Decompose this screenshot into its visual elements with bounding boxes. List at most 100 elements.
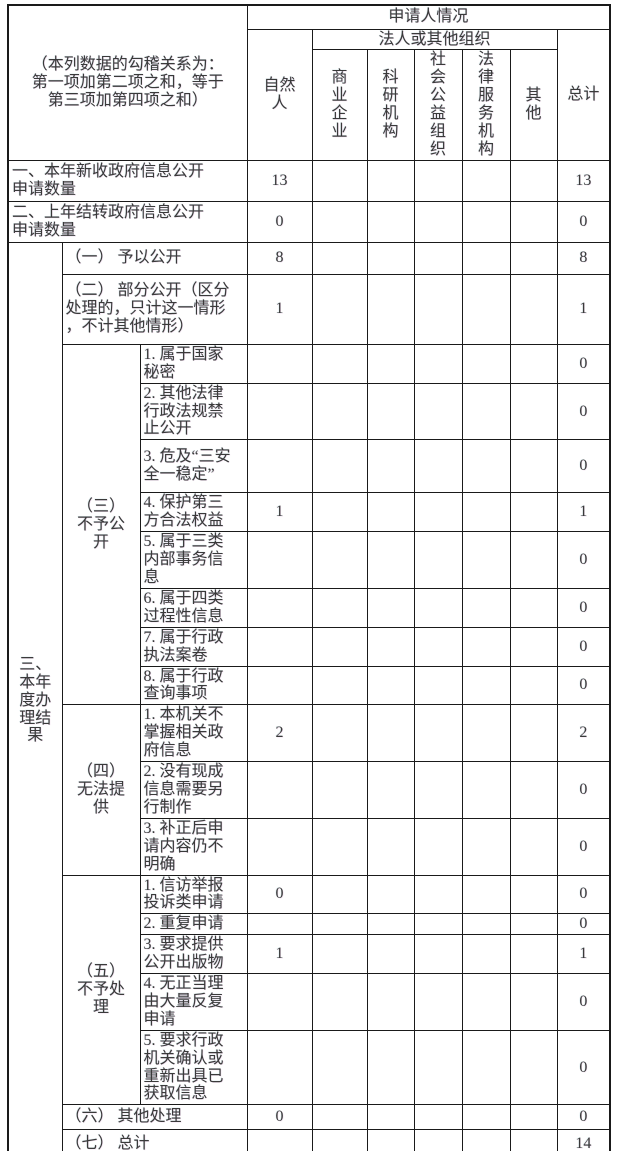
cell-research [366, 704, 415, 763]
cell-commercial [311, 761, 368, 819]
cell-commercial [311, 1029, 368, 1106]
row-label: 2. 重复申请 [139, 913, 248, 936]
cell-other [509, 973, 558, 1031]
cell-total: 0 [556, 1104, 611, 1131]
cell-total: 1 [556, 934, 611, 975]
row-rejected-confirm-reissue: 5. 要求行政机关确认或重新出具已获取信息 0 [8, 1029, 611, 1106]
cell-legal-service [461, 343, 511, 384]
row-carried-over-requests: 二、上年结转政府信息公开申请数量 0 0 [7, 200, 611, 243]
row-label: 2. 没有现成信息需要另行制作 [139, 761, 248, 819]
section3-label: 三、本年度办理结果 [19, 655, 52, 745]
cell-research [366, 817, 415, 876]
cell-legal-service [461, 665, 511, 706]
row-rejected-repetitive: 4. 无正当理由大量反复申请 0 [8, 973, 611, 1031]
cell-natural-person [246, 1129, 313, 1151]
cell-other [509, 874, 558, 915]
cell-public-welfare [413, 973, 463, 1031]
cell-legal-service [461, 241, 511, 275]
group3-label-cell: （三）不予公开 [61, 343, 141, 706]
cell-commercial [311, 626, 368, 667]
cell-research [366, 1129, 415, 1151]
row-label: （二） 部分公开（区分处理的，只计这一情形，不计其他情形） [61, 273, 248, 345]
row-not-disclosed-admin-query: 8. 属于行政查询事项 0 [8, 665, 611, 706]
cell-legal-service [461, 1129, 511, 1151]
row-unable-needs-creation: 2. 没有现成信息需要另行制作 0 [8, 761, 611, 819]
cell-research [366, 159, 415, 202]
cell-legal-service [461, 626, 511, 667]
row-not-disclosed-state-secret: （三）不予公开 1. 属于国家秘密 0 [8, 343, 611, 706]
cell-public-welfare [413, 1129, 463, 1151]
cell-legal-service [461, 273, 511, 345]
cell-other [509, 273, 558, 345]
row-label: 8. 属于行政查询事项 [139, 665, 248, 706]
cell-commercial [311, 492, 368, 533]
row-label: 3. 补正后申请内容仍不明确 [139, 817, 248, 876]
row-not-disclosed-third-party: 4. 保护第三方合法权益 1 1 [8, 492, 611, 533]
row-label: 二、上年结转政府信息公开申请数量 [7, 200, 248, 243]
reconciliation-note-cell: （本列数据的勾稽关系为：第一项加第二项之和，等于第三项加第四项之和） [7, 4, 248, 161]
cell-other [509, 626, 558, 667]
cell-legal-service [461, 973, 511, 1031]
cell-natural-person [246, 973, 313, 1031]
row-rejected-publications: 3. 要求提供公开出版物 1 1 [8, 934, 611, 975]
cell-commercial [311, 934, 368, 975]
col-header-public-welfare: 社会公益组织 [413, 49, 463, 161]
cell-total: 14 [556, 1129, 611, 1151]
cell-legal-service [461, 761, 511, 819]
cell-commercial [311, 1129, 368, 1151]
cell-other [509, 913, 558, 936]
cell-natural-person: 2 [246, 704, 313, 763]
cell-commercial [311, 587, 368, 628]
cell-other [509, 1029, 558, 1106]
cell-commercial [311, 159, 368, 202]
group5-label: （五）不予处理 [76, 963, 125, 1016]
row-rejected-duplicate: 2. 重复申请 0 [8, 913, 611, 936]
cell-public-welfare [413, 1029, 463, 1106]
cell-legal-service [461, 200, 511, 243]
cell-research [366, 492, 415, 533]
cell-legal-service [461, 1104, 511, 1131]
col-header-commercial: 商业企业 [311, 49, 368, 161]
cell-legal-service [461, 934, 511, 975]
cell-other [509, 492, 558, 533]
cell-total: 8 [556, 241, 611, 275]
cell-commercial [311, 913, 368, 936]
cell-other [509, 531, 558, 589]
cell-natural-person [246, 343, 313, 384]
cell-legal-service [461, 874, 511, 915]
row-section-total: （七） 总计 14 [8, 1129, 611, 1151]
cell-total: 0 [556, 665, 611, 706]
cell-public-welfare [413, 1104, 463, 1131]
row-label: 一、本年新收政府信息公开申请数量 [7, 159, 248, 202]
col-header-natural-person: 自然人 [246, 28, 313, 161]
row-label: 3. 要求提供公开出版物 [139, 934, 248, 975]
cell-total: 0 [556, 200, 611, 243]
cell-legal-service [461, 913, 511, 936]
row-label: （七） 总计 [61, 1129, 248, 1151]
cell-legal-service [461, 704, 511, 763]
cell-public-welfare [413, 817, 463, 876]
row-new-requests: 一、本年新收政府信息公开申请数量 13 13 [7, 159, 611, 202]
cell-natural-person [246, 1029, 313, 1106]
row-unable-no-info: （四）无法提供 1. 本机关不掌握相关政府信息 2 2 [8, 704, 611, 876]
cell-legal-service [461, 492, 511, 533]
cell-commercial [311, 382, 368, 441]
cell-public-welfare [413, 761, 463, 819]
applicant-group-header: 申请人情况 [246, 4, 611, 30]
row-label: 1. 信访举报投诉类申请 [139, 874, 248, 915]
cell-total: 0 [556, 382, 611, 441]
cell-total: 0 [556, 439, 611, 494]
row-not-disclosed-process-info: 6. 属于四类过程性信息 0 [8, 587, 611, 628]
cell-commercial [311, 343, 368, 384]
col-header-research: 科研机构 [366, 49, 415, 161]
cell-research [366, 531, 415, 589]
cell-natural-person [246, 382, 313, 441]
cell-other [509, 704, 558, 763]
cell-natural-person [246, 665, 313, 706]
cell-public-welfare [413, 382, 463, 441]
cell-research [366, 913, 415, 936]
cell-public-welfare [413, 159, 463, 202]
cell-natural-person: 1 [246, 273, 313, 345]
cell-total: 0 [556, 761, 611, 819]
cell-public-welfare [413, 200, 463, 243]
